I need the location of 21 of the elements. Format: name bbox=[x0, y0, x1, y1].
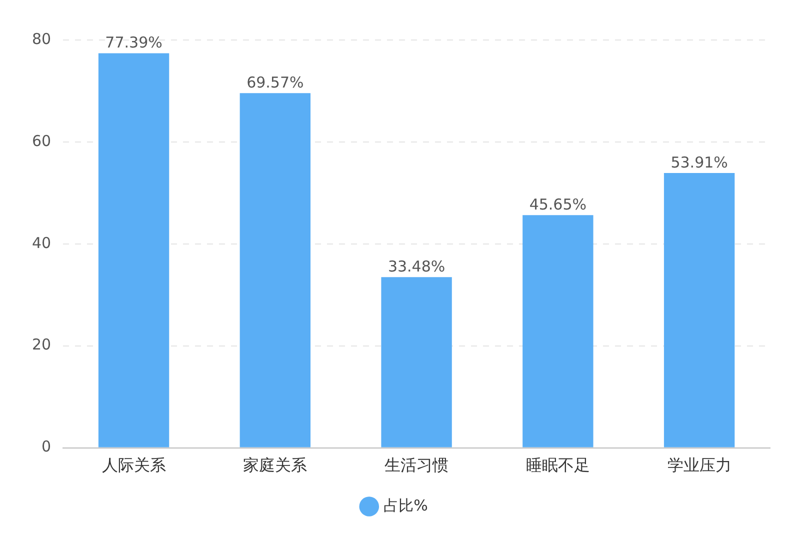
bar bbox=[381, 277, 452, 448]
y-tick-label: 60 bbox=[32, 132, 52, 150]
x-tick-label: 生活习惯 bbox=[384, 456, 449, 475]
x-tick-label: 家庭关系 bbox=[243, 456, 308, 475]
bar bbox=[522, 215, 594, 448]
x-tick-label: 人际关系 bbox=[102, 456, 166, 475]
data-label: 77.39% bbox=[105, 34, 162, 52]
data-label: 33.48% bbox=[388, 258, 446, 276]
data-label: 45.65% bbox=[529, 195, 587, 214]
bar bbox=[240, 93, 311, 448]
data-label: 53.91% bbox=[670, 153, 728, 172]
y-tick-label: 20 bbox=[32, 336, 52, 354]
x-tick-label: 学业压力 bbox=[667, 456, 732, 475]
y-tick-label: 0 bbox=[42, 438, 52, 456]
y-tick-label: 40 bbox=[32, 234, 52, 252]
bar bbox=[664, 172, 735, 448]
data-label: 69.57% bbox=[246, 74, 304, 92]
bar bbox=[98, 53, 170, 448]
y-tick-label: 80 bbox=[32, 30, 52, 48]
x-tick-label: 睡眠不足 bbox=[526, 456, 590, 475]
legend-label: 占比% bbox=[384, 496, 428, 514]
